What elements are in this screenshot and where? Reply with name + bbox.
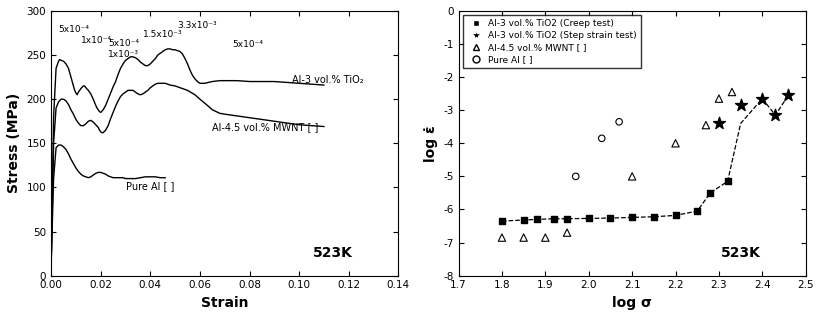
Text: Pure Al [ ]: Pure Al [ ] [126, 181, 174, 191]
Point [495, 218, 508, 223]
Point [626, 174, 639, 179]
Point [669, 213, 682, 218]
Point [734, 103, 747, 108]
Point [530, 217, 544, 222]
Text: Al-4.5 vol.% MWNT [ ]: Al-4.5 vol.% MWNT [ ] [213, 122, 319, 132]
Legend: Al-3 vol.% TiO2 (Creep test), Al-3 vol.% TiO2 (Step strain test), Al-4.5 vol.% M: Al-3 vol.% TiO2 (Creep test), Al-3 vol.%… [463, 16, 640, 68]
Text: 5x10⁻⁴: 5x10⁻⁴ [58, 25, 89, 34]
Text: 1x10⁻⁴: 1x10⁻⁴ [81, 36, 112, 45]
Point [704, 191, 717, 196]
Text: 523K: 523K [314, 246, 353, 260]
Point [548, 216, 561, 221]
Text: 3.3x10⁻³: 3.3x10⁻³ [177, 21, 218, 30]
Point [595, 136, 608, 141]
Text: 5x10⁻⁴: 5x10⁻⁴ [232, 40, 264, 49]
Point [713, 121, 726, 126]
Text: 523K: 523K [721, 246, 760, 260]
Point [612, 119, 626, 124]
X-axis label: log σ: log σ [612, 296, 652, 310]
Point [582, 216, 595, 221]
Point [495, 235, 508, 240]
Point [517, 235, 530, 240]
Point [569, 174, 582, 179]
Y-axis label: log ε̇: log ε̇ [424, 125, 438, 162]
Text: 1x10⁻³: 1x10⁻³ [108, 50, 139, 59]
Point [690, 209, 704, 214]
Point [626, 215, 639, 220]
Point [647, 214, 660, 219]
Point [756, 96, 769, 101]
Point [561, 230, 574, 235]
X-axis label: Strain: Strain [201, 296, 249, 310]
Point [539, 235, 552, 240]
Point [726, 89, 739, 94]
Point [517, 217, 530, 223]
Text: 1.5x10⁻³: 1.5x10⁻³ [143, 30, 182, 39]
Point [604, 216, 617, 221]
Point [782, 93, 795, 98]
Point [561, 216, 574, 221]
Point [768, 113, 782, 118]
Point [721, 179, 734, 184]
Text: 5x10⁻⁴: 5x10⁻⁴ [108, 39, 139, 48]
Point [669, 141, 682, 146]
Point [713, 96, 726, 101]
Y-axis label: Stress (MPa): Stress (MPa) [7, 93, 21, 193]
Text: Al-3 vol.% TiO₂: Al-3 vol.% TiO₂ [291, 75, 363, 85]
Point [699, 123, 713, 128]
